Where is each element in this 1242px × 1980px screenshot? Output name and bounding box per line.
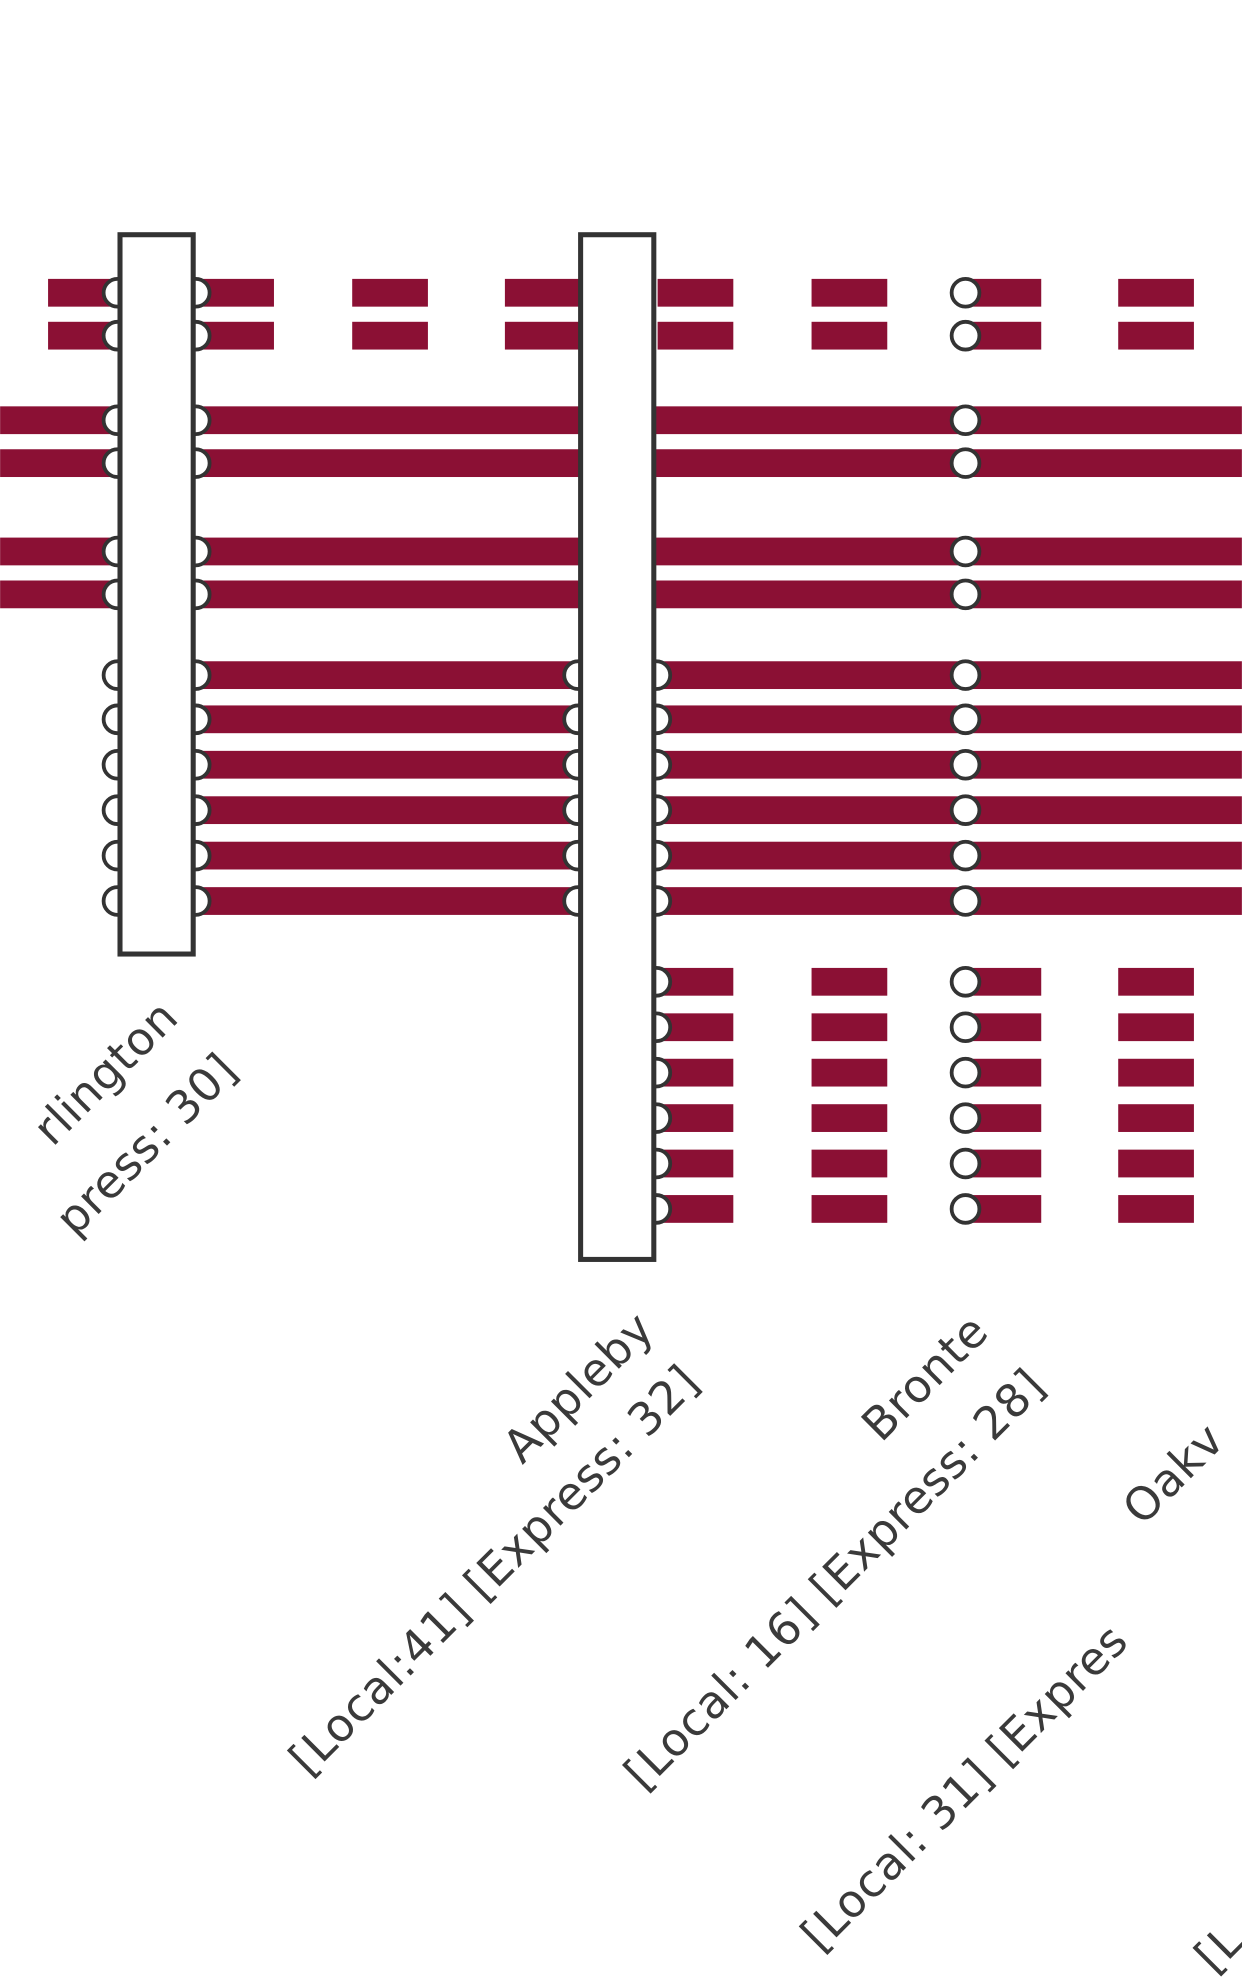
track-dash [811,1149,888,1178]
track-dash [504,321,581,350]
stop [949,885,982,917]
stop [949,535,982,568]
stop [949,1011,982,1044]
stop [949,1102,982,1134]
track-dash [1118,1104,1194,1132]
stop [949,966,982,998]
track-dash [657,278,734,307]
track [195,750,1242,779]
track-dash [352,278,428,307]
track-dash [811,1104,888,1132]
track [195,661,1242,690]
stop [949,447,982,479]
track-dash [1118,1149,1194,1178]
station-box [578,232,657,1262]
track-dash [1118,321,1194,350]
stop [949,703,982,736]
track-dash [657,321,734,350]
track-dash [1118,278,1194,307]
stop [949,404,982,437]
stop [949,578,982,611]
track-dash [1118,1013,1194,1042]
track-dash [1118,1195,1194,1223]
track-dash [811,321,888,350]
stop [949,839,982,872]
track-dash [504,278,581,307]
track [195,841,1242,870]
track-dash [811,1058,888,1087]
stop [949,319,982,352]
track [195,887,1242,915]
track-dash [1118,1058,1194,1087]
stop [949,659,982,691]
track [195,796,1242,825]
track-dash [811,278,888,307]
stop [949,1056,982,1089]
stop [949,1147,982,1180]
track-dash [352,321,428,350]
stop [949,276,982,309]
track [195,705,1242,734]
stop [949,748,982,781]
station-box [117,232,196,957]
track-dash [811,1013,888,1042]
stop [949,794,982,826]
stop [949,1193,982,1225]
track-dash [811,967,888,996]
track-dash [811,1195,888,1223]
track-dash [1118,967,1194,996]
